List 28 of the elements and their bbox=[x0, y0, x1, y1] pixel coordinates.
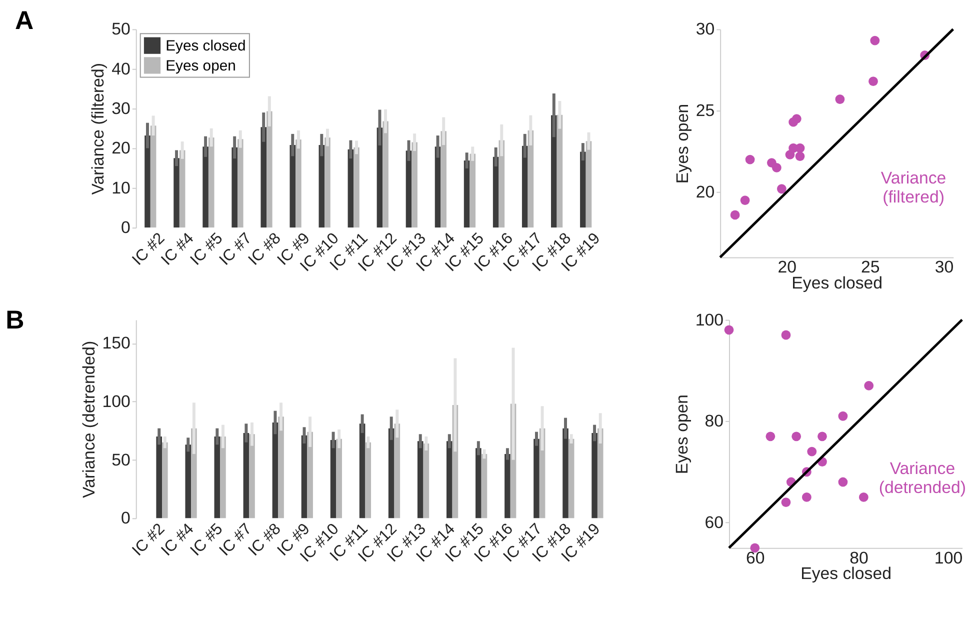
y-tick-label: 50 bbox=[112, 450, 130, 470]
legend-label: Eyes closed bbox=[166, 38, 246, 55]
y-tick-label: 20 bbox=[112, 138, 130, 158]
y-axis-title: Variance (filtered) bbox=[88, 62, 108, 195]
y-tick-label: 30 bbox=[112, 98, 130, 118]
x-tick-label: 60 bbox=[746, 548, 765, 568]
annotation: Variance (detrended) bbox=[878, 459, 966, 497]
y-tick-label: 10 bbox=[112, 178, 130, 198]
x-tick-label: 30 bbox=[934, 258, 954, 277]
y-tick-label: 80 bbox=[704, 412, 724, 431]
chart-title: B bbox=[6, 306, 24, 335]
y-tick-label: 40 bbox=[112, 59, 130, 78]
legend-label: Eyes open bbox=[166, 58, 236, 74]
y-axis-title: Eyes open bbox=[672, 104, 692, 184]
y-tick-label: 150 bbox=[102, 334, 130, 353]
x-tick-label: 100 bbox=[934, 548, 963, 568]
y-tick-label: 25 bbox=[696, 101, 715, 120]
chart-title: A bbox=[14, 7, 34, 36]
y-tick-label: 100 bbox=[695, 310, 724, 330]
y-tick-label: 100 bbox=[102, 392, 130, 411]
y-tick-label: 0 bbox=[121, 508, 130, 528]
annotation: Variance (filtered) bbox=[880, 168, 946, 206]
y-axis-title: Variance (detrended) bbox=[79, 340, 98, 498]
y-axis-title: Eyes open bbox=[672, 394, 692, 474]
y-tick-label: 20 bbox=[696, 182, 715, 202]
y-tick-label: 0 bbox=[121, 218, 130, 238]
y-tick-label: 30 bbox=[696, 20, 715, 39]
y-tick-label: 50 bbox=[112, 20, 130, 39]
